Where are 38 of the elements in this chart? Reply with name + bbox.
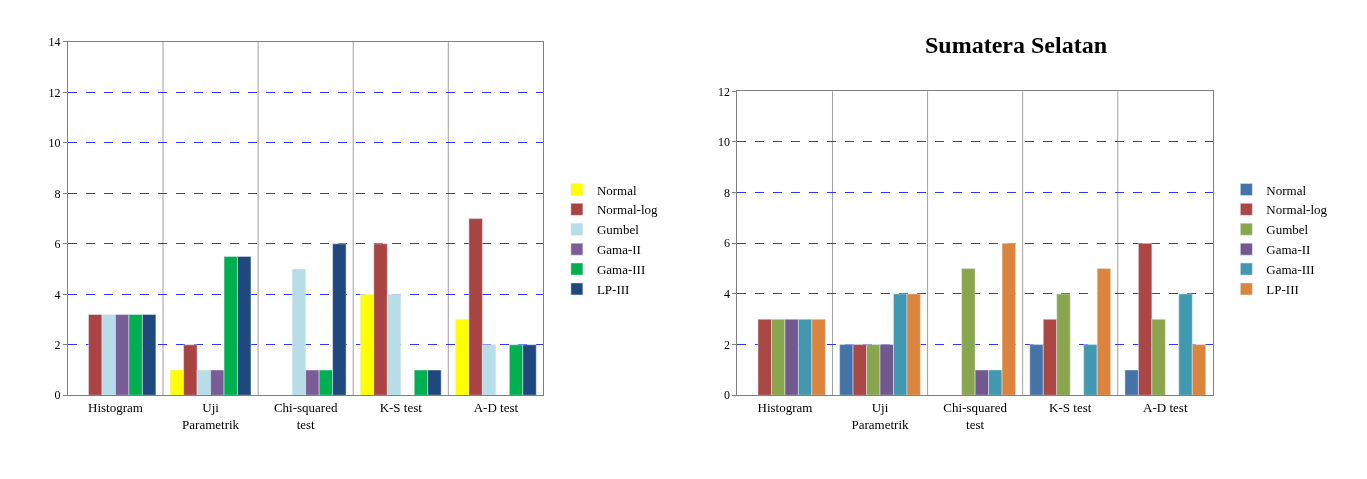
legend-label: Gama-III bbox=[1266, 262, 1315, 278]
y-tick-label: 4 bbox=[54, 287, 61, 302]
legend-label: Normal bbox=[1266, 182, 1307, 198]
y-tick-label: 2 bbox=[54, 337, 61, 352]
x-tick-label: K-S test bbox=[1049, 399, 1092, 415]
legend-label: Gama-II bbox=[596, 242, 641, 258]
legend-label: Gama-II bbox=[1266, 242, 1311, 258]
y-tick-label: 0 bbox=[54, 388, 61, 403]
legend-label: Gama-III bbox=[596, 262, 646, 278]
x-tick-label: Histogram bbox=[757, 399, 813, 415]
y-tick-label: 14 bbox=[48, 35, 61, 50]
y-tick-label: 10 bbox=[717, 135, 730, 150]
x-tick-label: Uji Parametrik bbox=[851, 399, 910, 432]
legend-label: Normal bbox=[596, 182, 637, 198]
legend-label: LP-III bbox=[596, 282, 630, 298]
y-tick-label: 8 bbox=[54, 186, 61, 201]
x-tick-label: A-D test bbox=[473, 399, 519, 415]
y-tick-label: 12 bbox=[717, 84, 730, 99]
y-tick-label: 6 bbox=[54, 237, 61, 252]
y-tick-label: 4 bbox=[723, 287, 730, 302]
x-tick-label: K-S test bbox=[379, 399, 423, 415]
x-tick-label: Uji Parametrik bbox=[182, 399, 240, 432]
y-tick-label: 2 bbox=[723, 337, 730, 352]
y-tick-label: 10 bbox=[48, 136, 61, 151]
legend-label: Gumbel bbox=[1266, 222, 1309, 238]
legend-label: Gumbel bbox=[596, 222, 640, 238]
x-tick-label: A-D test bbox=[1143, 399, 1188, 415]
y-tick-label: 8 bbox=[723, 185, 730, 200]
y-tick-label: 12 bbox=[48, 85, 61, 100]
x-tick-label: Chi-squared test bbox=[943, 399, 1008, 432]
y-tick-label: 0 bbox=[723, 388, 730, 403]
legend-label: LP-III bbox=[1266, 282, 1299, 298]
x-tick-label: Chi-squared test bbox=[273, 399, 338, 432]
legend-label: Normal-log bbox=[596, 202, 659, 218]
y-tick-label: 6 bbox=[723, 236, 730, 251]
legend-label: Normal-log bbox=[1266, 202, 1328, 218]
chart-title: Sumatera Selatan bbox=[925, 32, 1107, 58]
x-tick-label: Histogram bbox=[88, 399, 143, 415]
